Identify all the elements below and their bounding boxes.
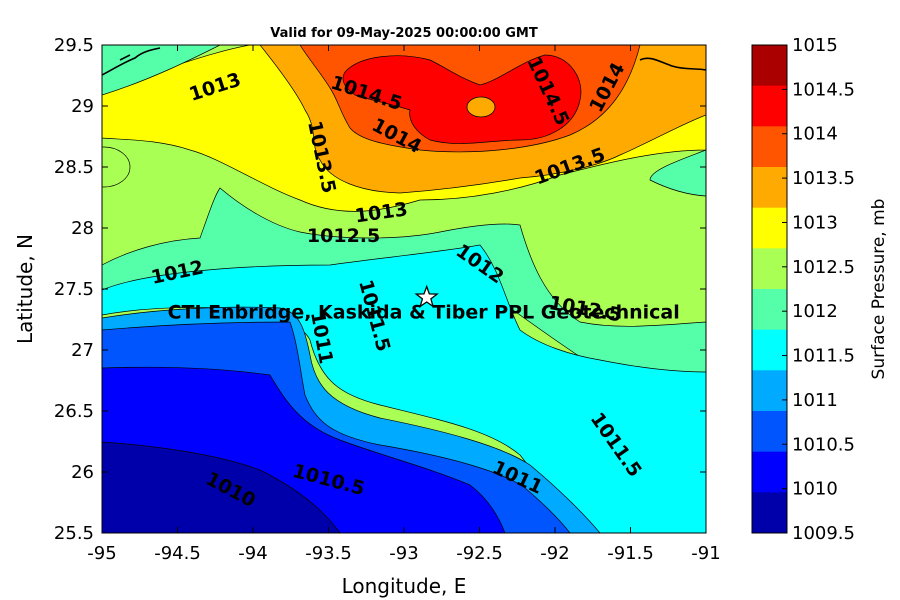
colorbar-tick-label: 1015 — [792, 35, 838, 56]
site-label: CTI Enbridge, Kaskida & Tiber PPL Geotec… — [168, 302, 680, 324]
colorbar-swatch — [752, 329, 787, 371]
colorbar-swatch — [752, 167, 787, 209]
colorbar-tick-label: 1014.5 — [792, 79, 855, 100]
x-tick-label: -91.5 — [607, 543, 654, 564]
site-layer: CTI Enbridge, Kaskida & Tiber PPL Geotec… — [168, 284, 680, 324]
band-1012.5-nw — [102, 45, 221, 96]
y-tick-label: 28 — [71, 218, 94, 239]
colorbar-swatch — [752, 45, 787, 87]
y-tick-label: 27 — [71, 340, 94, 361]
colorbar-swatch — [752, 85, 787, 127]
band-1012.5-west — [102, 146, 131, 188]
colorbar-tick-label: 1011.5 — [792, 346, 855, 367]
colorbar-swatch — [752, 248, 787, 290]
band-1012-east — [649, 149, 706, 197]
x-tick-label: -92.5 — [456, 543, 503, 564]
colorbar-tick-label: 1012 — [792, 301, 838, 322]
colorbar-tick-label: 1014 — [792, 124, 838, 145]
y-tick-label: 26 — [71, 462, 94, 483]
colorbar-swatch — [752, 370, 787, 412]
site-star-icon — [414, 284, 439, 308]
x-tick-label: -92 — [540, 543, 569, 564]
contour-label: 1012.5 — [307, 225, 380, 247]
colorbar-swatch — [752, 451, 787, 493]
colorbar-tick-label: 1010.5 — [792, 434, 855, 455]
high-center-1014 — [466, 96, 496, 118]
colorbar-tick-label: 1012.5 — [792, 257, 855, 278]
colorbar-swatch — [752, 289, 787, 331]
x-tick-label: -94.5 — [154, 543, 201, 564]
x-tick-label: -94 — [238, 543, 267, 564]
band-1014.5 — [342, 54, 582, 144]
y-tick-label: 29.5 — [54, 35, 94, 56]
y-tick-label: 29 — [71, 96, 94, 117]
colorbar: 1015 1014.5 1014 1013.5 1013 1012.5 1012 1011.5… — [751, 35, 855, 544]
x-tick-label: -91 — [691, 543, 720, 564]
colorbar-swatch — [752, 411, 787, 453]
colorbar-swatch — [752, 207, 787, 249]
colorbar-swatch — [752, 492, 787, 534]
x-axis-label: Longitude, E — [342, 574, 467, 598]
colorbar-frame — [751, 44, 788, 534]
colorbar-tick-label: 1011 — [792, 390, 838, 411]
map-title: Valid for 09-May-2025 00:00:00 GMT — [270, 26, 538, 41]
y-tick-label: 28.5 — [54, 157, 94, 178]
colorbar-label: Surface Pressure, mb — [869, 199, 889, 380]
y-axis-ticks: 29.5 29 28.5 28 27.5 27 26.5 26 25.5 — [54, 35, 706, 544]
x-tick-label: -95 — [87, 543, 116, 564]
x-tick-label: -93.5 — [305, 543, 352, 564]
x-tick-label: -93 — [389, 543, 418, 564]
x-axis-ticks: -95 -94.5 -94 -93.5 -93 -92.5 -92 -91.5 -91 — [87, 45, 721, 564]
y-tick-label: 27.5 — [54, 279, 94, 300]
colorbar-tick-label: 1010 — [792, 479, 838, 500]
colorbar-tick-label: 1009.5 — [792, 523, 855, 544]
colorbar-tick-label: 1013 — [792, 212, 838, 233]
y-axis-label: Latitude, N — [13, 234, 37, 344]
colorbar-tick-label: 1013.5 — [792, 168, 855, 189]
band-1009.5 — [102, 441, 341, 533]
y-tick-label: 25.5 — [54, 523, 94, 544]
coastline — [102, 47, 706, 76]
y-tick-label: 26.5 — [54, 401, 94, 422]
colorbar-swatch — [752, 126, 787, 168]
